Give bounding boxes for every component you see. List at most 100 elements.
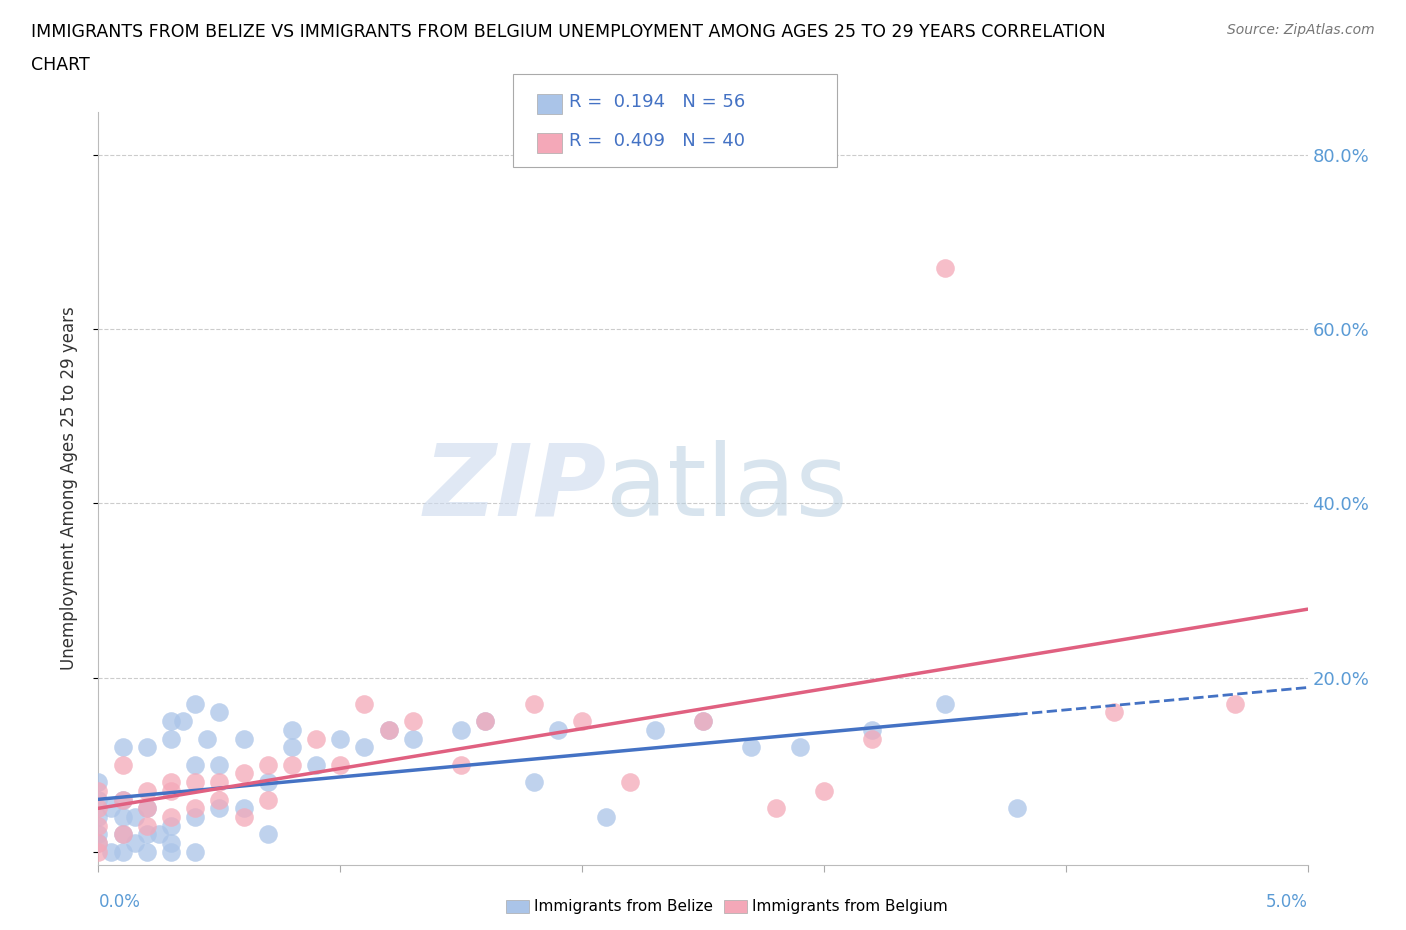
Text: Immigrants from Belize: Immigrants from Belize — [534, 899, 713, 914]
Point — [329, 731, 352, 746]
Point — [111, 757, 134, 772]
Point — [281, 757, 304, 772]
Point — [305, 757, 328, 772]
Point — [860, 723, 883, 737]
Point — [111, 740, 134, 755]
Point — [87, 844, 110, 859]
Point — [208, 705, 231, 720]
Point — [111, 809, 134, 824]
Point — [813, 783, 835, 798]
Point — [208, 792, 231, 807]
Point — [523, 775, 546, 790]
Point — [402, 731, 425, 746]
Text: atlas: atlas — [606, 440, 848, 537]
Point — [124, 809, 146, 824]
Point — [1007, 801, 1029, 816]
Point — [281, 740, 304, 755]
Text: R =  0.194   N = 56: R = 0.194 N = 56 — [569, 93, 745, 112]
Point — [87, 818, 110, 833]
Point — [160, 731, 183, 746]
Point — [377, 723, 399, 737]
Point — [256, 827, 278, 842]
Point — [111, 792, 134, 807]
Point — [135, 783, 157, 798]
Text: 0.0%: 0.0% — [98, 893, 141, 910]
Point — [571, 713, 593, 728]
Point — [148, 827, 170, 842]
Point — [474, 713, 496, 728]
Point — [740, 740, 762, 755]
Point — [87, 801, 110, 816]
Point — [160, 818, 183, 833]
Point — [87, 809, 110, 824]
Point — [256, 775, 278, 790]
Point — [135, 740, 157, 755]
Point — [184, 757, 207, 772]
Point — [184, 809, 207, 824]
Point — [87, 792, 110, 807]
Point — [232, 809, 254, 824]
Point — [184, 775, 207, 790]
Point — [619, 775, 641, 790]
Text: CHART: CHART — [31, 56, 90, 73]
Point — [87, 783, 110, 798]
Point — [934, 697, 956, 711]
Point — [934, 261, 956, 276]
Point — [305, 731, 328, 746]
Point — [450, 757, 472, 772]
Point — [100, 844, 122, 859]
Point — [523, 697, 546, 711]
Point — [135, 844, 157, 859]
Point — [281, 723, 304, 737]
Point — [135, 818, 157, 833]
Point — [256, 757, 278, 772]
Point — [765, 801, 787, 816]
Point — [135, 801, 157, 816]
Text: ZIP: ZIP — [423, 440, 606, 537]
Point — [1102, 705, 1125, 720]
Point — [195, 731, 218, 746]
Text: R =  0.409   N = 40: R = 0.409 N = 40 — [569, 132, 745, 151]
Point — [184, 697, 207, 711]
Point — [232, 766, 254, 781]
Point — [135, 827, 157, 842]
Point — [208, 801, 231, 816]
Point — [160, 844, 183, 859]
Point — [135, 801, 157, 816]
Point — [353, 697, 375, 711]
Point — [208, 775, 231, 790]
Point — [402, 713, 425, 728]
Point — [256, 792, 278, 807]
Point — [87, 836, 110, 851]
Point — [547, 723, 569, 737]
Point — [1223, 697, 1246, 711]
Point — [208, 757, 231, 772]
Point — [789, 740, 811, 755]
Point — [160, 775, 183, 790]
Point — [329, 757, 352, 772]
Text: Source: ZipAtlas.com: Source: ZipAtlas.com — [1227, 23, 1375, 37]
Point — [172, 713, 194, 728]
Point — [595, 809, 617, 824]
Point — [87, 836, 110, 851]
Point — [692, 713, 714, 728]
Text: IMMIGRANTS FROM BELIZE VS IMMIGRANTS FROM BELGIUM UNEMPLOYMENT AMONG AGES 25 TO : IMMIGRANTS FROM BELIZE VS IMMIGRANTS FRO… — [31, 23, 1105, 41]
Point — [124, 836, 146, 851]
Y-axis label: Unemployment Among Ages 25 to 29 years: Unemployment Among Ages 25 to 29 years — [59, 306, 77, 671]
Point — [644, 723, 666, 737]
Point — [184, 801, 207, 816]
Point — [474, 713, 496, 728]
Point — [111, 827, 134, 842]
Point — [111, 827, 134, 842]
Point — [860, 731, 883, 746]
Point — [100, 801, 122, 816]
Point — [692, 713, 714, 728]
Point — [160, 783, 183, 798]
Point — [87, 827, 110, 842]
Point — [353, 740, 375, 755]
Point — [377, 723, 399, 737]
Text: Immigrants from Belgium: Immigrants from Belgium — [752, 899, 948, 914]
Point — [111, 792, 134, 807]
Point — [184, 844, 207, 859]
Point — [160, 713, 183, 728]
